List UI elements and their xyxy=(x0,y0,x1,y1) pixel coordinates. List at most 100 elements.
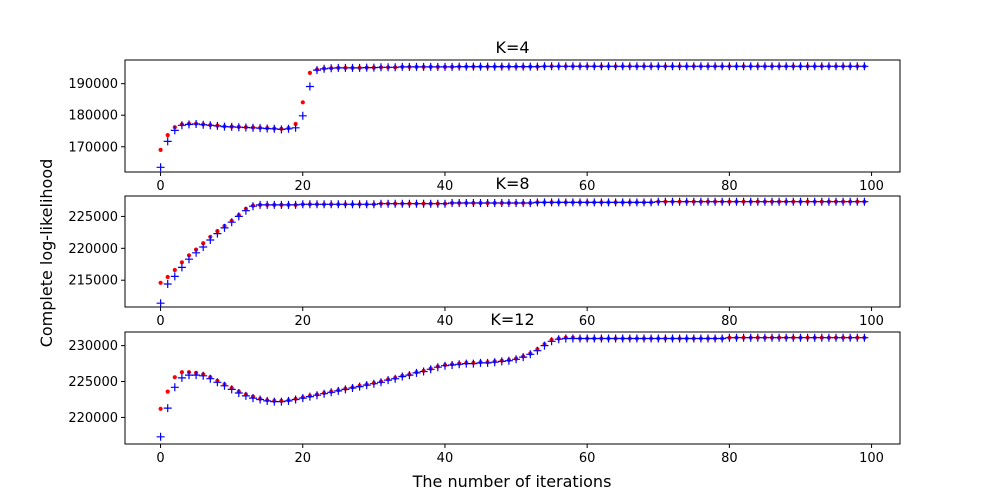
data-point xyxy=(341,200,350,209)
data-point xyxy=(604,62,613,71)
x-tick-label: 20 xyxy=(294,314,311,329)
data-point xyxy=(384,376,393,385)
data-point xyxy=(426,62,435,71)
data-point xyxy=(199,371,208,380)
data-point xyxy=(483,199,492,207)
data-point xyxy=(377,378,385,387)
data-point xyxy=(300,100,305,105)
data-point xyxy=(320,200,329,209)
data-point xyxy=(213,229,222,238)
data-point xyxy=(192,120,201,128)
data-point xyxy=(284,124,293,133)
x-tick-label: 20 xyxy=(294,179,311,194)
data-point xyxy=(675,334,684,343)
data-point xyxy=(334,386,343,395)
data-point xyxy=(355,200,364,209)
data-point xyxy=(165,133,170,138)
data-point xyxy=(497,199,506,207)
data-point xyxy=(839,333,848,342)
data-point xyxy=(576,62,584,71)
data-point xyxy=(696,197,705,206)
data-point xyxy=(519,62,528,71)
data-point xyxy=(647,334,656,343)
series-plus-markers xyxy=(156,197,869,308)
data-point xyxy=(163,280,172,288)
data-point xyxy=(512,62,521,71)
data-point xyxy=(263,124,272,133)
data-point xyxy=(433,199,442,208)
data-point xyxy=(625,62,634,71)
data-point xyxy=(206,236,215,244)
data-point xyxy=(775,62,784,71)
subplot-K=4: 0 20 40 60 80 100 170000 180000 190000 K=4 xyxy=(68,38,901,194)
data-point xyxy=(476,358,485,367)
data-point xyxy=(355,63,364,72)
data-point xyxy=(568,334,577,343)
data-point xyxy=(746,197,755,206)
data-point xyxy=(618,198,627,207)
data-point xyxy=(177,121,186,130)
data-point xyxy=(334,63,343,72)
data-point xyxy=(384,63,393,72)
data-point xyxy=(576,334,584,343)
data-point xyxy=(256,124,265,133)
data-point xyxy=(775,333,784,342)
data-point xyxy=(490,358,499,367)
x-tick-label: 60 xyxy=(579,179,596,194)
subplot-K=8: 0 20 40 60 80 100 215000 220000 225000 K=8 xyxy=(68,174,901,329)
data-point xyxy=(305,82,314,91)
data-point xyxy=(832,333,840,342)
data-point xyxy=(597,198,606,207)
data-point xyxy=(158,406,163,411)
x-tick-label: 80 xyxy=(721,314,738,329)
series-dot-markers xyxy=(158,199,867,285)
data-point xyxy=(554,335,563,344)
data-point xyxy=(369,200,378,209)
data-point xyxy=(846,62,855,71)
x-tick-label: 40 xyxy=(437,179,454,194)
data-point xyxy=(384,199,393,208)
data-point xyxy=(704,334,712,343)
data-point xyxy=(533,198,542,207)
data-point xyxy=(490,199,499,207)
data-point xyxy=(405,371,414,380)
data-point xyxy=(179,370,184,375)
y-tick-label: 170000 xyxy=(68,140,118,155)
data-point xyxy=(824,333,833,342)
data-point xyxy=(483,62,492,71)
data-point xyxy=(718,334,727,343)
data-point xyxy=(327,64,336,73)
subplot-title: K=12 xyxy=(490,310,534,329)
data-point xyxy=(739,197,748,206)
series-dot-markers xyxy=(158,64,867,152)
subplot-title: K=8 xyxy=(495,174,529,193)
data-point xyxy=(661,197,670,206)
data-point xyxy=(632,334,641,343)
data-point xyxy=(234,212,243,221)
data-point xyxy=(611,62,620,71)
data-point xyxy=(291,123,300,132)
data-point xyxy=(768,197,776,206)
y-tick-label: 190000 xyxy=(68,77,118,92)
data-point xyxy=(405,199,414,208)
data-point xyxy=(625,198,634,207)
plot-frame xyxy=(124,195,901,308)
data-point xyxy=(163,404,172,413)
data-point xyxy=(185,371,193,380)
data-point xyxy=(348,384,357,392)
data-point xyxy=(220,122,229,131)
data-point xyxy=(256,395,265,404)
data-point xyxy=(753,197,762,206)
data-point xyxy=(405,62,414,71)
data-point xyxy=(504,62,513,71)
data-point xyxy=(227,122,236,131)
x-tick-label: 100 xyxy=(859,179,884,194)
data-point xyxy=(462,199,471,207)
data-point xyxy=(782,197,791,206)
series-plus-markers xyxy=(156,62,869,172)
data-point xyxy=(839,197,848,206)
data-point xyxy=(348,63,357,72)
data-point xyxy=(448,62,457,71)
data-point xyxy=(377,199,385,208)
data-point xyxy=(796,197,805,206)
